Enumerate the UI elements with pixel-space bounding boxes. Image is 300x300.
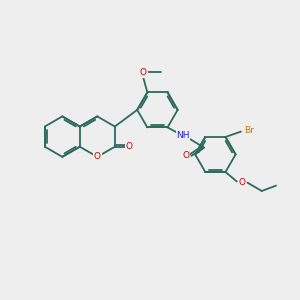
Text: O: O: [94, 152, 101, 161]
Text: O: O: [182, 151, 190, 160]
Text: NH: NH: [176, 131, 190, 140]
Text: Br: Br: [244, 126, 254, 135]
Text: O: O: [126, 142, 133, 151]
Text: O: O: [238, 178, 246, 187]
Text: O: O: [140, 68, 147, 77]
